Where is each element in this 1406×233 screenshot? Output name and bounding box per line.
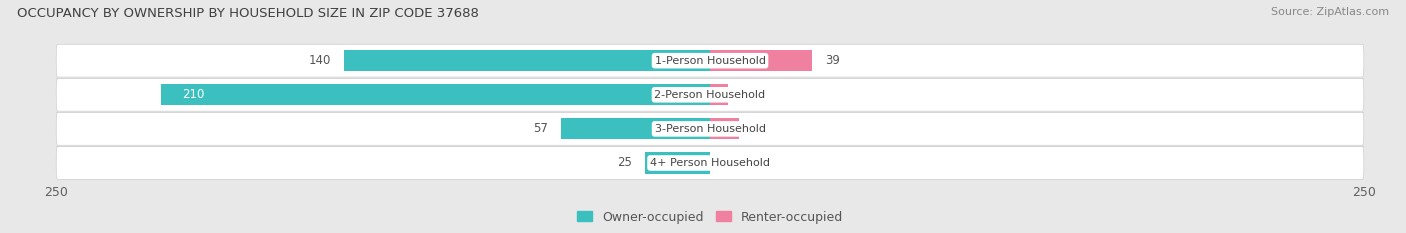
Text: 57: 57 (533, 122, 548, 135)
Text: 210: 210 (181, 88, 204, 101)
Bar (710, 118, 738, 140)
FancyBboxPatch shape (56, 113, 1364, 145)
Text: 39: 39 (825, 54, 839, 67)
Text: OCCUPANCY BY OWNERSHIP BY HOUSEHOLD SIZE IN ZIP CODE 37688: OCCUPANCY BY OWNERSHIP BY HOUSEHOLD SIZE… (17, 7, 479, 20)
Text: 1-Person Household: 1-Person Household (655, 56, 765, 66)
Legend: Owner-occupied, Renter-occupied: Owner-occupied, Renter-occupied (572, 206, 848, 229)
Bar (710, 84, 728, 105)
Bar (344, 50, 710, 71)
Bar (710, 50, 813, 71)
FancyBboxPatch shape (56, 44, 1364, 77)
Bar (160, 84, 710, 105)
Text: 3-Person Household: 3-Person Household (655, 124, 765, 134)
Bar (644, 152, 710, 174)
Text: 11: 11 (752, 122, 766, 135)
Text: 7: 7 (741, 88, 749, 101)
FancyBboxPatch shape (56, 147, 1364, 179)
Text: 2-Person Household: 2-Person Household (654, 90, 766, 100)
Text: 140: 140 (308, 54, 330, 67)
Bar (561, 118, 710, 140)
FancyBboxPatch shape (56, 79, 1364, 111)
Text: 0: 0 (723, 157, 731, 169)
Text: 25: 25 (617, 157, 631, 169)
Text: Source: ZipAtlas.com: Source: ZipAtlas.com (1271, 7, 1389, 17)
Text: 4+ Person Household: 4+ Person Household (650, 158, 770, 168)
